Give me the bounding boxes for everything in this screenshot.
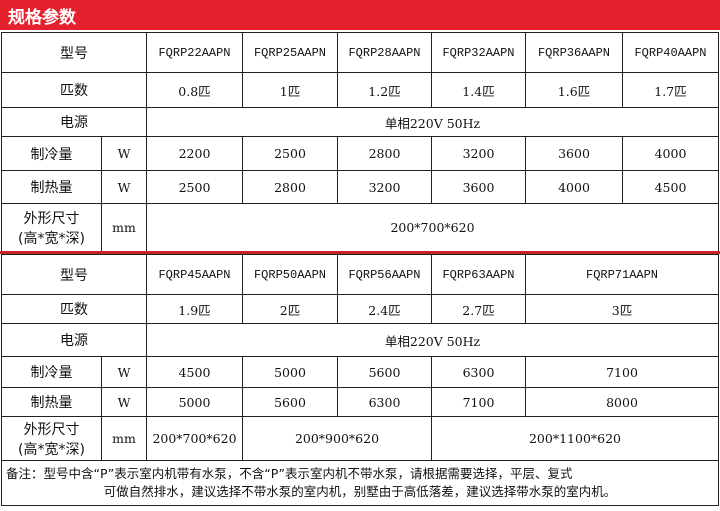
- table-row-power: 电源 单相220V 50Hz: [1, 323, 720, 357]
- label-model: 型号: [1, 32, 147, 73]
- note-line-2: 可做自然排水，建议选择不带水泵的室内机，别墅由于高低落差，建议选择带水泵的室内机…: [103, 484, 617, 499]
- note-cell: 备注：型号中含“P”表示室内机带有水泵，不含“P”表示室内机不带水泵，请根据需要…: [0, 460, 720, 506]
- header-title: 规格参数: [8, 8, 76, 28]
- table-row-cooling: 制冷量 W 4500 5000 5600 6300 7100: [1, 356, 720, 388]
- hp-cell: 1.2匹: [337, 72, 432, 108]
- model-cell: FQRP56AAPN: [337, 254, 432, 295]
- note-line-1: 备注：型号中含“P”表示室内机带有水泵，不含“P”表示室内机不带水泵，请根据需要…: [6, 466, 573, 481]
- model-cell: FQRP63AAPN: [431, 254, 526, 295]
- table-row-model: 型号 FQRP45AAPN FQRP50AAPN FQRP56AAPN FQRP…: [1, 254, 720, 295]
- table-row-heating: 制热量 W 5000 5600 6300 7100 8000: [1, 387, 720, 417]
- heating-cell: 2800: [242, 170, 338, 204]
- label-cooling: 制冷量: [1, 356, 102, 388]
- label-hp: 匹数: [1, 294, 147, 324]
- cooling-cell: 2200: [146, 136, 243, 171]
- label-cooling: 制冷量: [1, 136, 102, 171]
- cooling-cell: 6300: [431, 356, 526, 388]
- heating-cell: 8000: [524, 387, 720, 417]
- table-row-heating: 制热量 W 2500 2800 3200 3600 4000 4500: [1, 170, 719, 204]
- cooling-cell: 7100: [524, 356, 720, 388]
- label-size: 外形尺寸 (高*宽*深): [1, 416, 102, 461]
- label-power: 电源: [1, 107, 147, 137]
- heating-cell: 4500: [622, 170, 719, 204]
- hp-cell: 2.4匹: [337, 294, 432, 324]
- spec-table-2: 型号 FQRP45AAPN FQRP50AAPN FQRP56AAPN FQRP…: [0, 254, 720, 506]
- table-row-note: 备注：型号中含“P”表示室内机带有水泵，不含“P”表示室内机不带水泵，请根据需要…: [0, 460, 720, 506]
- label-power: 电源: [1, 323, 147, 357]
- table-row-cooling: 制冷量 W 2200 2500 2800 3200 3600 4000: [1, 136, 719, 171]
- model-cell: FQRP28AAPN: [337, 32, 432, 73]
- hp-cell: 1.4匹: [431, 72, 526, 108]
- cooling-cell: 2800: [337, 136, 432, 171]
- unit-w: W: [101, 356, 147, 388]
- heating-cell: 4000: [525, 170, 623, 204]
- model-cell: FQRP45AAPN: [146, 254, 243, 295]
- hp-cell: 2匹: [242, 294, 338, 324]
- hp-cell: 1匹: [242, 72, 338, 108]
- model-cell: FQRP22AAPN: [146, 32, 243, 73]
- heating-cell: 5000: [146, 387, 243, 417]
- heating-cell: 2500: [146, 170, 243, 204]
- cooling-cell: 2500: [242, 136, 338, 171]
- hp-cell: 1.6匹: [525, 72, 623, 108]
- power-cell: 单相220V 50Hz: [145, 323, 720, 357]
- hp-cell: 3匹: [524, 294, 720, 324]
- table-row-size: 外形尺寸 (高*宽*深) mm 200*700*620 200*900*620 2…: [1, 416, 720, 461]
- heating-cell: 7100: [431, 387, 526, 417]
- section-divider: [0, 251, 720, 254]
- header-bar: 规格参数: [0, 0, 720, 30]
- size-cell: 200*900*620: [242, 416, 432, 461]
- label-size: 外形尺寸 (高*宽*深): [1, 203, 102, 252]
- size-cell: 200*1100*620: [430, 416, 720, 461]
- label-model: 型号: [1, 254, 147, 295]
- table-row-model: 型号 FQRP22AAPN FQRP25AAPN FQRP28AAPN FQRP…: [1, 32, 719, 73]
- model-cell: FQRP32AAPN: [431, 32, 526, 73]
- unit-w: W: [101, 170, 147, 204]
- label-size-line2: (高*宽*深): [18, 441, 85, 458]
- hp-cell: 2.7匹: [431, 294, 526, 324]
- cooling-cell: 3600: [525, 136, 623, 171]
- size-cell: 200*700*620: [146, 416, 243, 461]
- label-size-line1: 外形尺寸: [23, 421, 80, 438]
- unit-mm: mm: [101, 416, 147, 461]
- cooling-cell: 3200: [431, 136, 526, 171]
- label-heating: 制热量: [1, 387, 102, 417]
- table-row-size: 外形尺寸 (高*宽*深) mm 200*700*620: [1, 203, 719, 252]
- model-cell: FQRP40AAPN: [622, 32, 719, 73]
- spec-table-1: 型号 FQRP22AAPN FQRP25AAPN FQRP28AAPN FQRP…: [1, 32, 719, 252]
- hp-cell: 1.7匹: [622, 72, 719, 108]
- unit-w: W: [101, 387, 147, 417]
- hp-cell: 0.8匹: [146, 72, 243, 108]
- table-row-hp: 匹数 1.9匹 2匹 2.4匹 2.7匹 3匹: [1, 294, 720, 324]
- power-cell: 单相220V 50Hz: [146, 107, 719, 137]
- label-heating: 制热量: [1, 170, 102, 204]
- heating-cell: 3200: [337, 170, 432, 204]
- unit-w: W: [101, 136, 147, 171]
- label-hp: 匹数: [1, 72, 147, 108]
- hp-cell: 1.9匹: [146, 294, 243, 324]
- cooling-cell: 4500: [146, 356, 243, 388]
- size-cell: 200*700*620: [146, 203, 719, 252]
- heating-cell: 6300: [337, 387, 432, 417]
- cooling-cell: 5600: [337, 356, 432, 388]
- label-size-line1: 外形尺寸: [23, 210, 80, 227]
- table-row-power: 电源 单相220V 50Hz: [1, 107, 719, 137]
- label-size-line2: (高*宽*深): [18, 230, 85, 247]
- table-row-hp: 匹数 0.8匹 1匹 1.2匹 1.4匹 1.6匹 1.7匹: [1, 72, 719, 108]
- cooling-cell: 4000: [622, 136, 719, 171]
- heating-cell: 3600: [431, 170, 526, 204]
- heating-cell: 5600: [242, 387, 338, 417]
- model-cell: FQRP25AAPN: [242, 32, 338, 73]
- cooling-cell: 5000: [242, 356, 338, 388]
- unit-mm: mm: [101, 203, 147, 252]
- model-cell: FQRP36AAPN: [525, 32, 623, 73]
- model-cell: FQRP71AAPN: [524, 254, 720, 295]
- model-cell: FQRP50AAPN: [242, 254, 338, 295]
